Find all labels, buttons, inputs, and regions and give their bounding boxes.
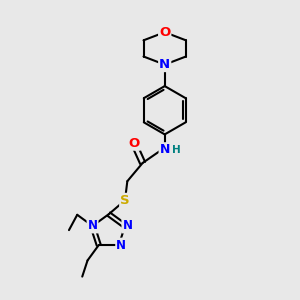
Text: N: N: [159, 58, 170, 71]
Text: N: N: [88, 220, 98, 232]
Text: S: S: [120, 194, 130, 207]
Text: O: O: [129, 137, 140, 150]
Text: O: O: [159, 26, 170, 39]
Text: N: N: [122, 220, 132, 232]
Text: N: N: [160, 143, 170, 156]
Text: N: N: [116, 238, 126, 252]
Text: H: H: [172, 145, 180, 155]
